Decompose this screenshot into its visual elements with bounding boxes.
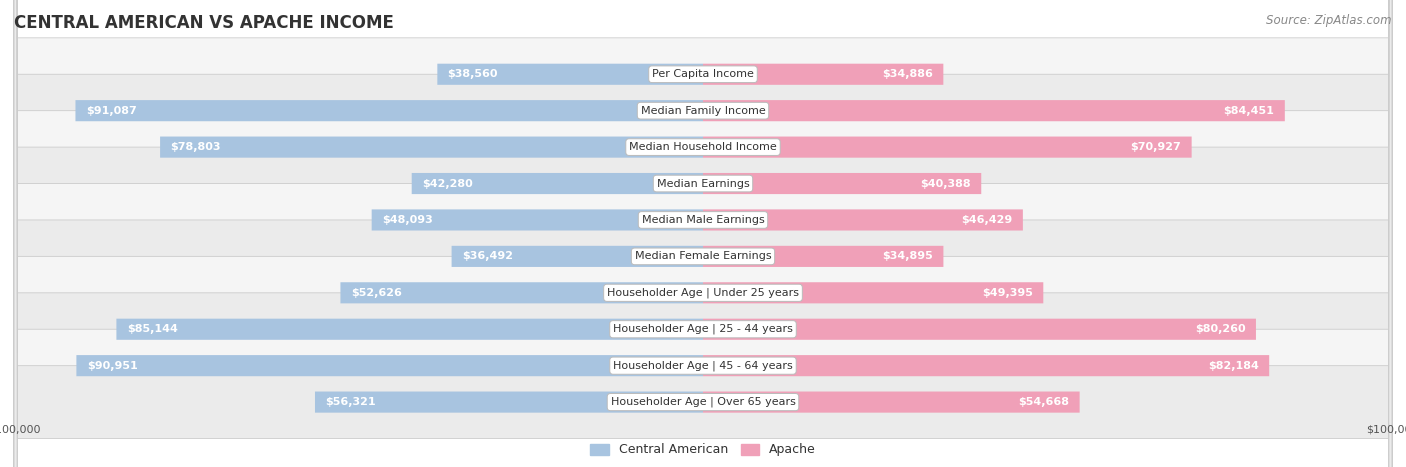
FancyBboxPatch shape — [437, 64, 703, 85]
Text: $78,803: $78,803 — [170, 142, 221, 152]
FancyBboxPatch shape — [340, 282, 703, 304]
Text: $34,895: $34,895 — [883, 251, 934, 262]
Text: $48,093: $48,093 — [382, 215, 433, 225]
FancyBboxPatch shape — [703, 318, 1256, 340]
FancyBboxPatch shape — [451, 246, 703, 267]
Legend: Central American, Apache: Central American, Apache — [585, 439, 821, 461]
FancyBboxPatch shape — [703, 173, 981, 194]
FancyBboxPatch shape — [76, 355, 703, 376]
FancyBboxPatch shape — [76, 100, 703, 121]
Text: Median Family Income: Median Family Income — [641, 106, 765, 116]
FancyBboxPatch shape — [703, 246, 943, 267]
Text: $91,087: $91,087 — [86, 106, 136, 116]
FancyBboxPatch shape — [14, 0, 1392, 467]
FancyBboxPatch shape — [703, 136, 1192, 158]
FancyBboxPatch shape — [117, 318, 703, 340]
FancyBboxPatch shape — [160, 136, 703, 158]
Text: Source: ZipAtlas.com: Source: ZipAtlas.com — [1267, 14, 1392, 27]
FancyBboxPatch shape — [703, 355, 1270, 376]
Text: $49,395: $49,395 — [983, 288, 1033, 298]
FancyBboxPatch shape — [14, 0, 1392, 467]
Text: $80,260: $80,260 — [1195, 324, 1246, 334]
FancyBboxPatch shape — [703, 391, 1080, 413]
FancyBboxPatch shape — [703, 100, 1285, 121]
Text: $42,280: $42,280 — [422, 178, 472, 189]
Text: $52,626: $52,626 — [350, 288, 402, 298]
FancyBboxPatch shape — [14, 0, 1392, 467]
Text: Median Male Earnings: Median Male Earnings — [641, 215, 765, 225]
FancyBboxPatch shape — [14, 0, 1392, 467]
Text: Median Earnings: Median Earnings — [657, 178, 749, 189]
FancyBboxPatch shape — [371, 209, 703, 231]
Text: $36,492: $36,492 — [463, 251, 513, 262]
Text: Per Capita Income: Per Capita Income — [652, 69, 754, 79]
FancyBboxPatch shape — [14, 0, 1392, 467]
FancyBboxPatch shape — [14, 0, 1392, 467]
Text: Householder Age | Under 25 years: Householder Age | Under 25 years — [607, 288, 799, 298]
Text: CENTRAL AMERICAN VS APACHE INCOME: CENTRAL AMERICAN VS APACHE INCOME — [14, 14, 394, 32]
Text: $90,951: $90,951 — [87, 361, 138, 371]
Text: $38,560: $38,560 — [447, 69, 498, 79]
FancyBboxPatch shape — [14, 0, 1392, 467]
FancyBboxPatch shape — [703, 209, 1024, 231]
Text: Householder Age | Over 65 years: Householder Age | Over 65 years — [610, 397, 796, 407]
Text: $70,927: $70,927 — [1130, 142, 1181, 152]
Text: $85,144: $85,144 — [127, 324, 177, 334]
FancyBboxPatch shape — [703, 64, 943, 85]
FancyBboxPatch shape — [703, 282, 1043, 304]
Text: $34,886: $34,886 — [882, 69, 934, 79]
FancyBboxPatch shape — [412, 173, 703, 194]
Text: $82,184: $82,184 — [1208, 361, 1258, 371]
Text: $46,429: $46,429 — [962, 215, 1012, 225]
Text: $40,388: $40,388 — [921, 178, 972, 189]
Text: Householder Age | 45 - 64 years: Householder Age | 45 - 64 years — [613, 361, 793, 371]
FancyBboxPatch shape — [14, 0, 1392, 467]
FancyBboxPatch shape — [315, 391, 703, 413]
Text: Median Household Income: Median Household Income — [628, 142, 778, 152]
FancyBboxPatch shape — [14, 0, 1392, 467]
Text: $54,668: $54,668 — [1018, 397, 1070, 407]
FancyBboxPatch shape — [14, 0, 1392, 467]
Text: Householder Age | 25 - 44 years: Householder Age | 25 - 44 years — [613, 324, 793, 334]
Text: $56,321: $56,321 — [325, 397, 375, 407]
Text: $84,451: $84,451 — [1223, 106, 1274, 116]
Text: Median Female Earnings: Median Female Earnings — [634, 251, 772, 262]
